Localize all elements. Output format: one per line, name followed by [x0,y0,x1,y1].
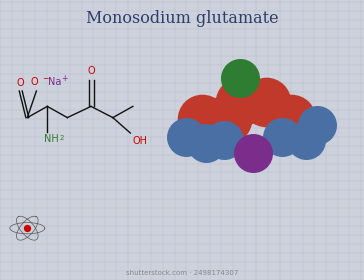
Text: shutterstock.com · 2498174307: shutterstock.com · 2498174307 [126,270,238,276]
Point [203,141,209,145]
Text: NH: NH [44,134,59,144]
Point [221,138,227,142]
Point [225,117,230,121]
Text: −: − [42,74,48,83]
Point [288,117,294,121]
Text: 2: 2 [59,135,64,141]
Text: +: + [61,74,68,83]
Text: O: O [17,78,24,88]
Point [303,138,309,142]
Point [263,100,269,104]
Point [24,226,30,230]
Text: O: O [31,77,38,87]
Point [250,150,256,155]
Text: O: O [88,66,95,76]
Text: OH: OH [132,136,147,146]
Text: Monosodium glutamate: Monosodium glutamate [86,10,278,27]
Point [237,76,243,81]
Point [279,135,285,139]
Point [199,117,205,121]
Point [183,135,189,139]
Point [314,122,320,127]
Point [237,100,243,104]
Text: Na: Na [48,77,62,87]
